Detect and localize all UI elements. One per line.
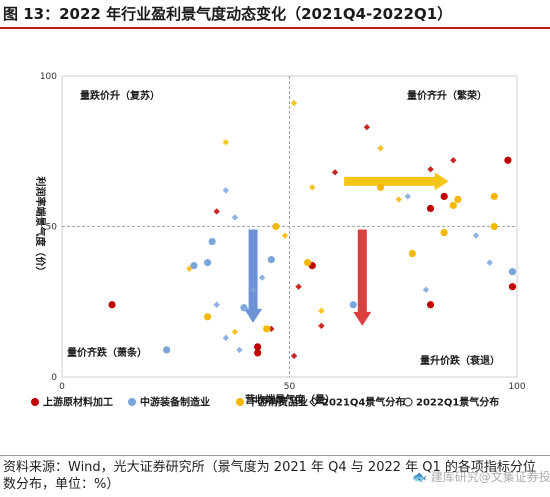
data-point-circle bbox=[426, 301, 435, 309]
data-point-diamond bbox=[395, 196, 402, 203]
data-point-circle bbox=[376, 183, 385, 191]
data-point-diamond bbox=[486, 259, 493, 266]
quadrant-top-right-label: 量价齐升（繁荣） bbox=[407, 89, 487, 102]
data-point-diamond bbox=[281, 232, 289, 239]
quadrant-top-left-label: 量跌价升（复苏） bbox=[80, 89, 160, 102]
quadrant-bottom-right-label: 量升价跌（衰退） bbox=[420, 354, 500, 367]
data-point-circle bbox=[108, 301, 116, 309]
x-tick-label: 0 bbox=[59, 382, 65, 392]
quadrant-bottom-left-label: 量价齐跌（萧条） bbox=[67, 346, 147, 359]
data-point-diamond bbox=[363, 123, 371, 131]
data-point-diamond bbox=[290, 99, 298, 107]
data-point-diamond bbox=[186, 265, 193, 272]
legend-marker-circle bbox=[128, 398, 136, 406]
x-axis-label: 营收端景气度（量） bbox=[245, 393, 335, 406]
data-point-circle bbox=[272, 222, 280, 231]
data-point-circle bbox=[508, 268, 517, 276]
data-point-circle bbox=[426, 204, 435, 213]
data-point-diamond bbox=[249, 286, 257, 293]
quadrant-labels: 量跌价升（复苏） 量价齐升（繁荣） 量价齐跌（萧条） 量升价跌（衰退） bbox=[67, 89, 500, 367]
legend-marker-circle bbox=[31, 398, 39, 406]
x-tick-label: 50 bbox=[284, 382, 296, 392]
data-point-diamond bbox=[231, 328, 239, 336]
axis-labels: 营收端景气度（量） 利润率端景气度（价） bbox=[34, 177, 335, 407]
legend-label: 中游装备制造业 bbox=[140, 396, 210, 409]
y-tick-label: 0 bbox=[51, 373, 57, 383]
data-point-circle bbox=[490, 222, 498, 231]
data-point-diamond bbox=[309, 184, 316, 191]
trend-arrow bbox=[344, 172, 449, 191]
data-point-circle bbox=[267, 256, 275, 264]
data-point-circle bbox=[204, 313, 212, 321]
trend-arrow bbox=[353, 229, 372, 326]
legend-marker-circle bbox=[236, 398, 244, 406]
figure-header: 图 13：2022 年行业盈利景气度动态变化（2021Q4-2022Q1） bbox=[0, 0, 550, 29]
data-point-diamond bbox=[472, 232, 480, 239]
data-point-diamond bbox=[404, 193, 411, 200]
data-point-diamond bbox=[222, 334, 229, 342]
legend-marker-diamond bbox=[309, 397, 319, 407]
y-axis-label: 利润率端景气度（价） bbox=[34, 177, 47, 277]
watermark: 🐟 建库研究@文集证券投资 bbox=[412, 470, 550, 484]
data-point-diamond bbox=[331, 169, 339, 176]
scatter-chart: 0 50 100 0 50 100 量跌价升（复苏） 量价齐升（繁荣） 量价齐跌（萧条） 量升价… bbox=[31, 72, 526, 409]
data-point-diamond bbox=[427, 166, 434, 173]
data-point-diamond bbox=[222, 139, 229, 146]
data-point-circle bbox=[449, 201, 457, 210]
chart-legend: 上游原材料加工 中游装备制造业 下游消费品业 2021Q4景气分布 2022Q1景气分布 bbox=[31, 396, 499, 409]
x-tick-label: 100 bbox=[508, 382, 525, 392]
source-divider bbox=[0, 455, 550, 456]
data-point-diamond bbox=[236, 346, 243, 354]
data-point-circle bbox=[254, 349, 262, 357]
trend-arrows bbox=[244, 172, 449, 326]
legend-label: 2022Q1景气分布 bbox=[416, 396, 499, 409]
data-point-circle bbox=[504, 156, 512, 164]
trend-arrow bbox=[244, 229, 263, 323]
data-point-circle bbox=[254, 343, 262, 351]
legend-marker-outline-circle bbox=[403, 397, 413, 407]
figure-title: 图 13：2022 年行业盈利景气度动态变化（2021Q4-2022Q1） bbox=[3, 5, 453, 23]
legend-label: 2021Q4景气分布 bbox=[322, 396, 405, 409]
data-point-circle bbox=[304, 259, 312, 267]
data-point-circle bbox=[349, 301, 357, 309]
data-point-circle bbox=[408, 249, 416, 258]
data-point-circle bbox=[204, 259, 212, 267]
data-point-circle bbox=[263, 325, 271, 333]
y-tick-label: 100 bbox=[40, 72, 57, 82]
data-point-circle bbox=[208, 237, 216, 246]
data-point-diamond bbox=[318, 307, 325, 314]
data-point-diamond bbox=[222, 187, 229, 194]
data-point-circle bbox=[190, 262, 198, 270]
data-point-diamond bbox=[259, 274, 266, 281]
data-point-diamond bbox=[422, 286, 430, 293]
data-point-diamond bbox=[377, 145, 384, 152]
data-point-diamond bbox=[213, 208, 220, 215]
data-point-diamond bbox=[295, 283, 302, 290]
data-point-circle bbox=[508, 283, 517, 291]
data-point-diamond bbox=[213, 301, 220, 308]
data-point-diamond bbox=[290, 352, 298, 360]
legend-label: 上游原材料加工 bbox=[43, 396, 113, 409]
data-point-circle bbox=[440, 228, 448, 237]
data-point-diamond bbox=[450, 157, 457, 164]
source-note: 资料来源：Wind，光大证券研究所（景气度为 2021 年 Q4 与 2022 … bbox=[3, 460, 536, 492]
data-point-circle bbox=[454, 195, 462, 204]
data-point-circle bbox=[163, 346, 171, 354]
data-point-circle bbox=[490, 192, 498, 200]
data-point-diamond bbox=[318, 322, 325, 330]
title-underline bbox=[0, 27, 550, 29]
y-tick-label: 50 bbox=[46, 223, 58, 233]
data-point-diamond bbox=[231, 214, 239, 221]
legend-label: 下游消费品业 bbox=[248, 396, 308, 409]
axis-ticks: 0 50 100 0 50 100 bbox=[40, 72, 526, 392]
reference-lines bbox=[62, 76, 517, 377]
data-point-circle bbox=[240, 304, 248, 312]
data-point-circle bbox=[440, 192, 448, 200]
data-points bbox=[108, 99, 517, 360]
